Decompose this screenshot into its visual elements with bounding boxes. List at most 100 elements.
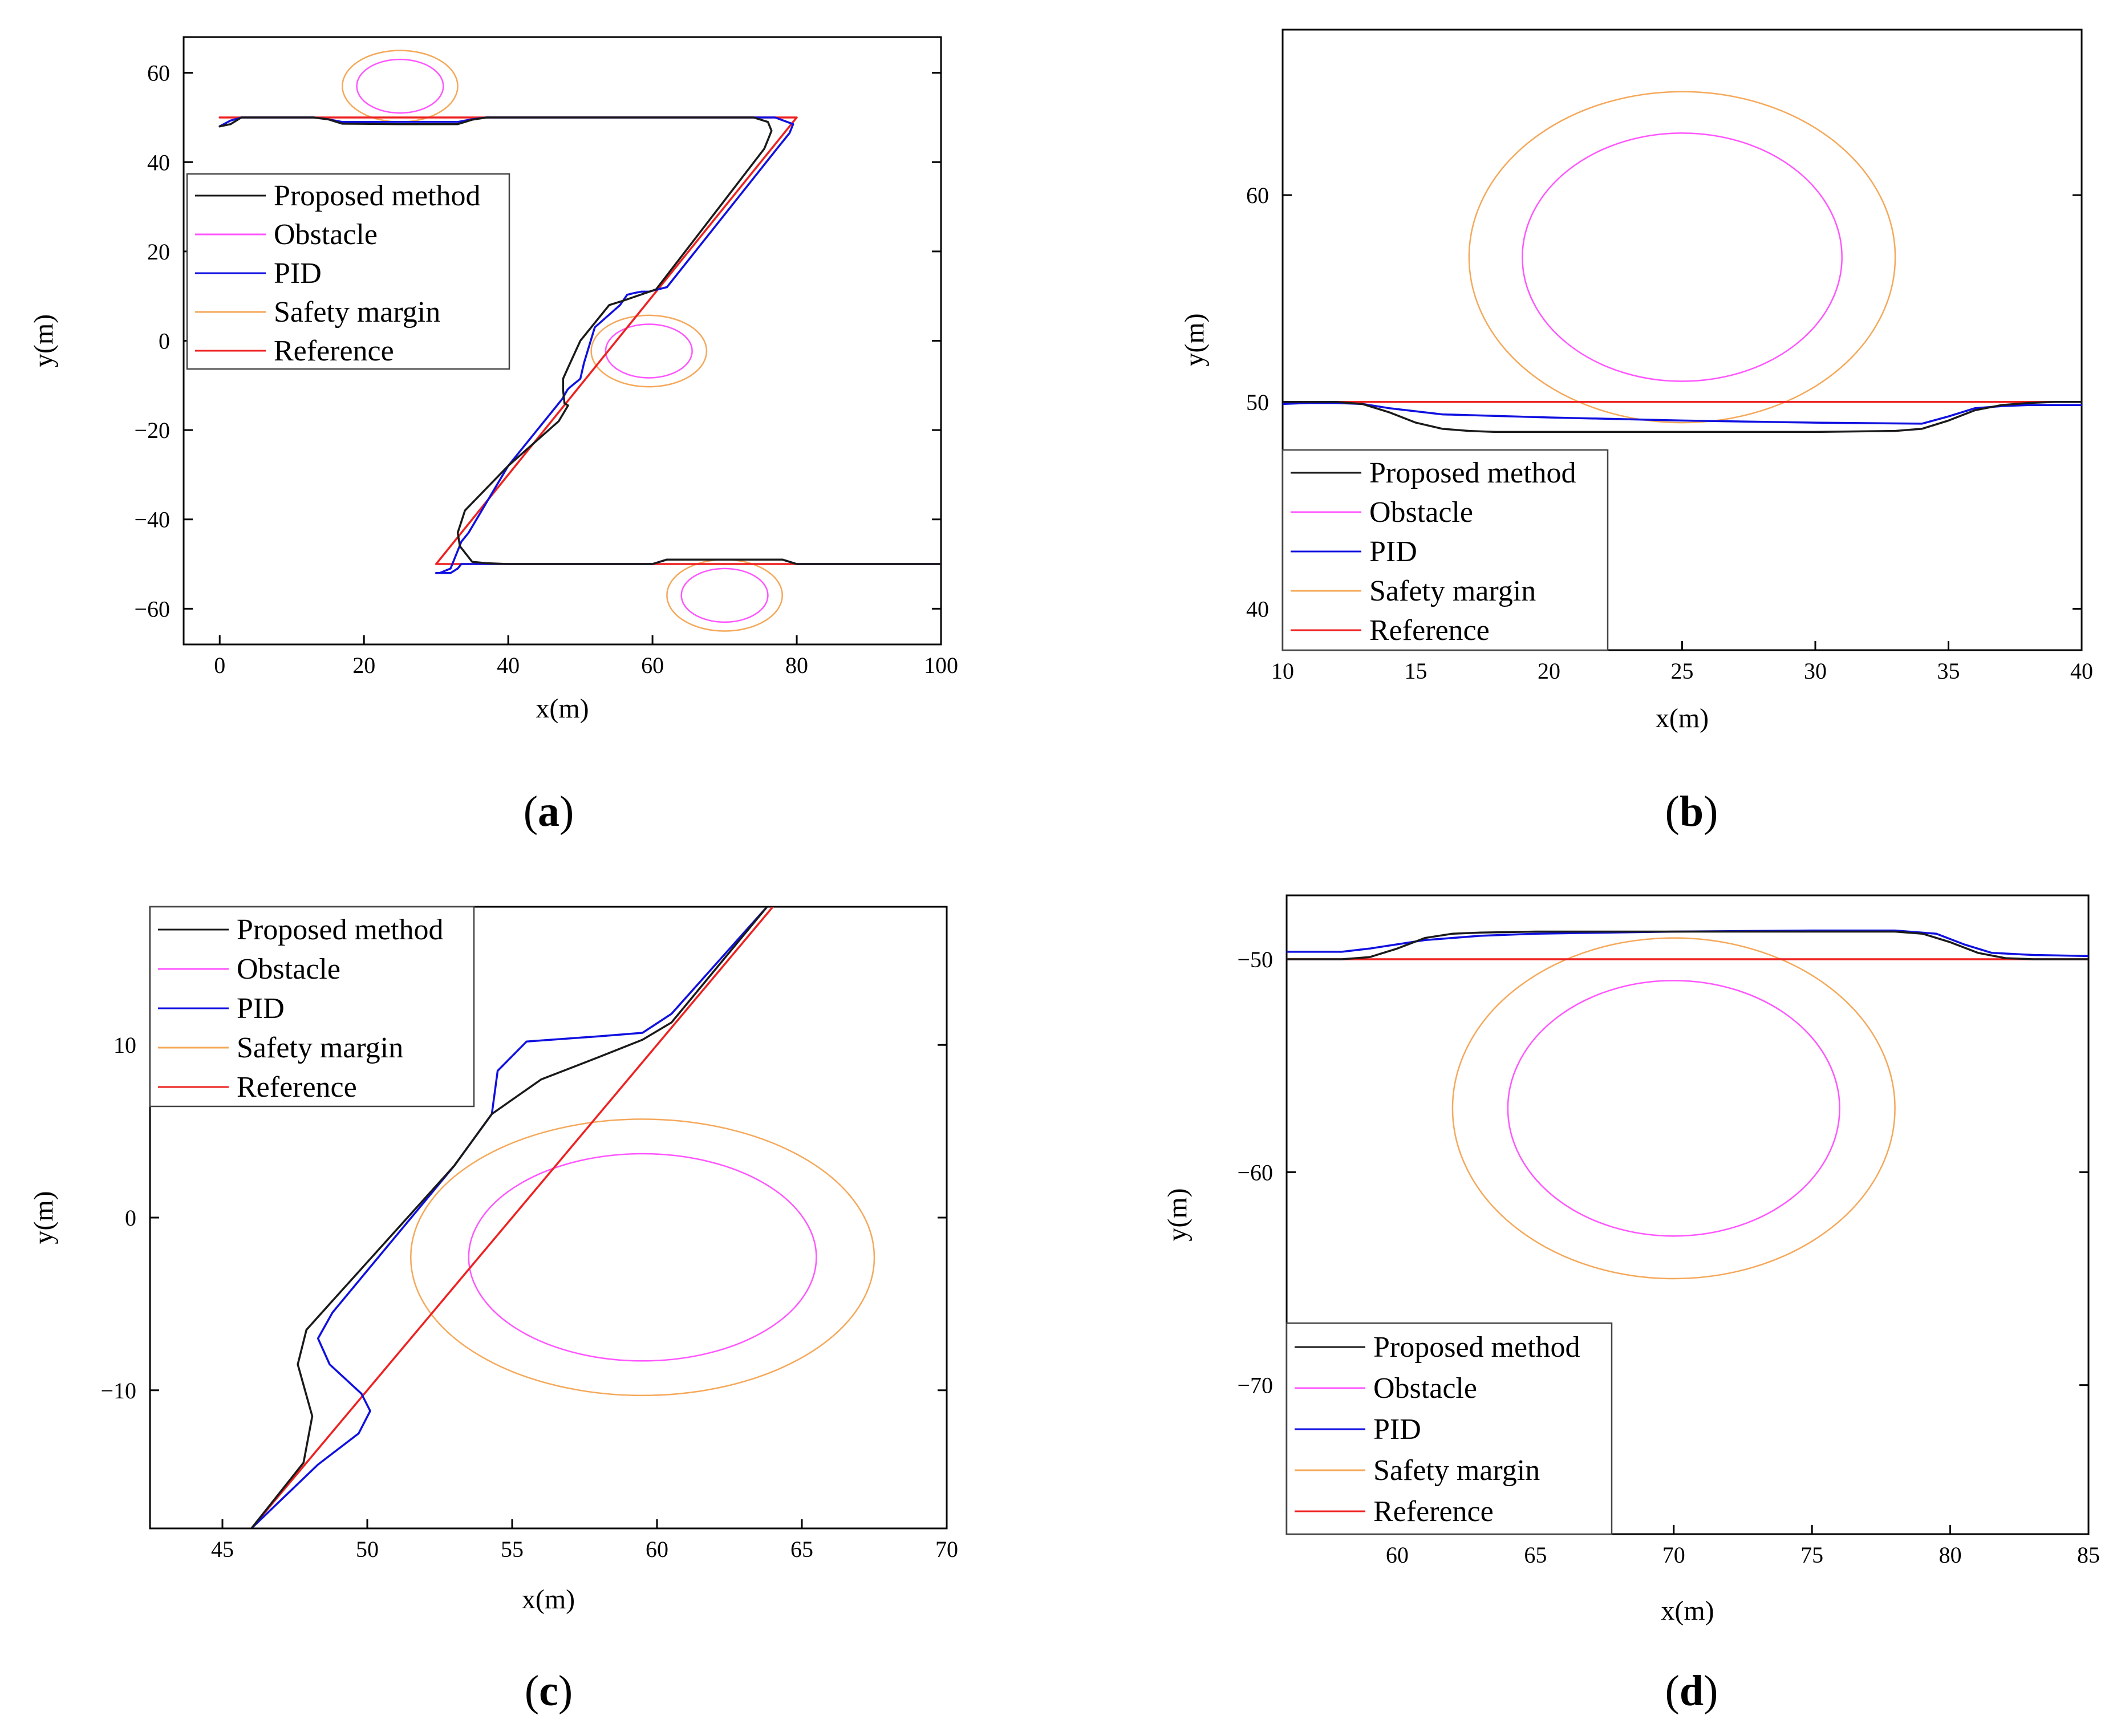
panel-b: 10 15 20 25 30 35 40 40 50 60 x(m) y(m) Proposed met…	[1179, 29, 2093, 835]
legend-box	[149, 906, 475, 1108]
x-tick-label: 80	[785, 652, 808, 678]
plot-data	[250, 907, 875, 1528]
plot-data	[1287, 929, 2088, 1280]
x-tick-label: 40	[497, 652, 520, 678]
x-tick-label: 10	[1271, 658, 1294, 684]
panel-a: 0 20 40 60 80 100 −60 −40 −20 0 20 40 60 x(m) y(m) Prop…	[29, 36, 958, 835]
legend-label-pid: PID	[1369, 536, 1417, 568]
x-tick-label: 70	[1662, 1542, 1685, 1568]
legend: Proposed method Obstacle PID Safety margin R…	[149, 906, 475, 1108]
legend-label-pid: PID	[1373, 1413, 1421, 1446]
x-tick-label: 80	[1939, 1542, 1962, 1568]
legend-label-obstacle: Obstacle	[274, 218, 378, 251]
plot-data	[218, 50, 941, 632]
x-tick-label: 70	[935, 1536, 958, 1562]
y-tick-label: 10	[113, 1032, 136, 1058]
legend: Proposed method Obstacle PID Safety margin R…	[1281, 449, 1609, 651]
y-tick-label: −70	[1237, 1373, 1273, 1398]
x-tick-label: 40	[2070, 658, 2093, 684]
legend-label-safety: Safety margin	[274, 296, 440, 328]
y-tick-label: 40	[147, 149, 170, 175]
panel-label: (a)	[524, 788, 574, 835]
y-tick-label: 60	[147, 60, 170, 86]
legend: Proposed method Obstacle PID Safety margin R…	[186, 173, 510, 370]
y-tick-label: 50	[1246, 390, 1269, 415]
obstacle-2-safety-margin	[590, 314, 708, 388]
obstacle-3-safety-margin	[1451, 937, 1896, 1280]
x-tick-label: 85	[2077, 1542, 2100, 1568]
obstacle-2-safety-margin	[409, 1118, 875, 1397]
x-tick-label: 20	[352, 652, 375, 678]
legend-label-pid: PID	[274, 257, 322, 290]
x-tick-label: 30	[1804, 658, 1827, 684]
panel-label: (c)	[525, 1667, 573, 1715]
obstacle-3-circle	[1507, 980, 1840, 1237]
panel-label: (b)	[1665, 788, 1718, 835]
x-tick-label: 65	[1524, 1542, 1547, 1568]
legend-label-safety: Safety margin	[237, 1032, 403, 1064]
x-tick-label: 75	[1800, 1542, 1823, 1568]
x-tick-label: 35	[1937, 658, 1960, 684]
y-tick-label: −20	[134, 417, 170, 443]
x-tick-label: 20	[1538, 658, 1560, 684]
panel-d: 60 65 70 75 80 85 −70 −60 −50 x(m) y(m) Proposed me…	[1162, 894, 2100, 1715]
legend-label-pid: PID	[237, 992, 285, 1025]
x-tick-label: 100	[924, 652, 958, 678]
panel-letter: b	[1680, 788, 1704, 835]
y-tick-label: −40	[134, 507, 170, 533]
plot-frame	[1285, 894, 2090, 1535]
x-axis-label: x(m)	[536, 693, 589, 724]
legend-box	[1281, 449, 1609, 651]
x-axis-label: x(m)	[1656, 703, 1709, 733]
obstacle-1-circle	[1522, 132, 1843, 382]
panel-letter: c	[539, 1667, 558, 1715]
panel-letter: a	[538, 788, 559, 835]
x-tick-label: 0	[214, 652, 225, 678]
y-axis-label: y(m)	[29, 1191, 59, 1244]
panel-label: (d)	[1665, 1667, 1718, 1715]
obstacle-3-circle	[680, 567, 769, 623]
legend-label-proposed: Proposed method	[274, 180, 481, 212]
y-tick-label: −50	[1237, 947, 1273, 972]
y-tick-label: 0	[159, 328, 170, 354]
x-axis-label: x(m)	[522, 1584, 575, 1615]
x-tick-label: 15	[1405, 658, 1427, 684]
legend-label-reference: Reference	[1373, 1495, 1494, 1528]
y-tick-label: 40	[1246, 596, 1269, 622]
x-tick-label: 55	[501, 1536, 524, 1562]
legend-label-reference: Reference	[1369, 614, 1490, 647]
obstacle-1-circle	[356, 58, 444, 114]
x-tick-label: 60	[1386, 1542, 1409, 1568]
x-tick-label: 25	[1671, 658, 1694, 684]
series-proposed	[1287, 930, 2088, 960]
series-pid	[250, 907, 768, 1528]
panel-c: 45 50 55 60 65 70 −10 0 10 x(m) y(m) Proposed metho…	[29, 906, 958, 1715]
y-axis-label: y(m)	[1162, 1188, 1193, 1241]
x-tick-label: 60	[646, 1536, 668, 1562]
legend: Proposed method Obstacle PID Safety margin R…	[1285, 1322, 1613, 1535]
legend-label-proposed: Proposed method	[1373, 1331, 1580, 1364]
y-axis-label: y(m)	[29, 314, 59, 367]
y-tick-label: −60	[1237, 1159, 1273, 1185]
legend-label-obstacle: Obstacle	[237, 953, 340, 985]
legend-label-safety: Safety margin	[1373, 1454, 1540, 1487]
y-tick-label: 0	[125, 1205, 136, 1231]
legend-label-obstacle: Obstacle	[1373, 1372, 1477, 1405]
series-proposed	[250, 907, 768, 1528]
legend-label-proposed: Proposed method	[237, 914, 444, 946]
x-tick-label: 60	[641, 652, 664, 678]
legend-label-proposed: Proposed method	[1369, 457, 1576, 489]
y-axis-label: y(m)	[1179, 313, 1210, 366]
y-tick-label: −60	[134, 596, 170, 622]
series-proposed	[218, 116, 941, 565]
obstacle-2-circle	[468, 1153, 817, 1362]
legend-label-safety: Safety margin	[1369, 575, 1536, 607]
y-tick-label: 60	[1246, 182, 1269, 208]
x-axis-label: x(m)	[1661, 1596, 1714, 1626]
legend-label-reference: Reference	[274, 335, 394, 367]
plot-data	[1283, 91, 2082, 433]
series-reference	[250, 907, 774, 1528]
panel-letter: d	[1680, 1667, 1704, 1715]
series-proposed	[1283, 401, 2082, 433]
